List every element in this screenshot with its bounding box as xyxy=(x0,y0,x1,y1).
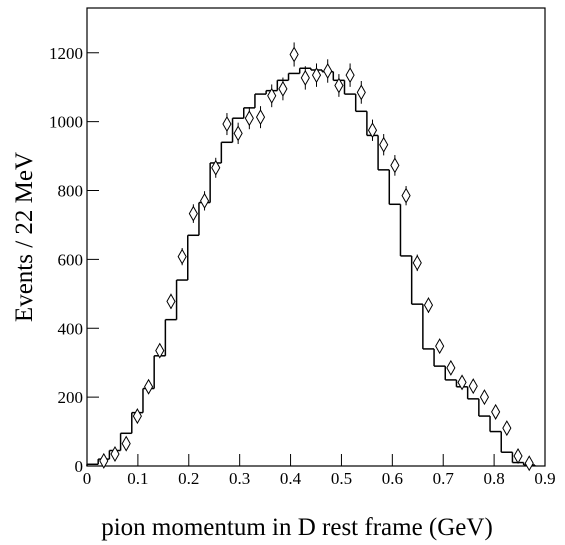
data-point xyxy=(121,435,131,452)
data-point xyxy=(110,445,120,462)
data-point xyxy=(244,110,254,127)
data-point xyxy=(233,125,243,142)
data-point xyxy=(311,67,322,84)
y-tick-label: 1000 xyxy=(49,113,83,132)
data-point xyxy=(435,338,445,355)
data-point xyxy=(390,157,400,174)
data-point xyxy=(423,297,434,314)
plot-frame xyxy=(86,7,546,467)
data-point xyxy=(222,116,232,133)
y-tick-label: 0 xyxy=(75,457,84,476)
x-tick-label: 0.9 xyxy=(534,469,555,488)
x-tick-label: 0.4 xyxy=(280,469,302,488)
data-point xyxy=(502,420,512,437)
data-point xyxy=(166,293,176,310)
data-point xyxy=(267,87,277,104)
data-point xyxy=(367,122,378,139)
x-tick-label: 0.2 xyxy=(178,469,199,488)
data-point xyxy=(199,192,210,209)
x-tick-label: 0 xyxy=(83,469,92,488)
data-point xyxy=(468,378,478,395)
x-tick-label: 0.1 xyxy=(127,469,148,488)
x-tick-label: 0.3 xyxy=(229,469,250,488)
x-tick-label: 0.5 xyxy=(331,469,352,488)
data-point xyxy=(401,187,411,204)
data-point xyxy=(99,452,109,469)
data-point xyxy=(300,69,310,86)
data-point xyxy=(289,46,299,63)
data-point xyxy=(345,67,355,84)
y-tick-label: 200 xyxy=(58,388,84,407)
y-tick-label: 600 xyxy=(58,250,84,269)
data-point xyxy=(323,63,333,80)
data-point xyxy=(457,374,467,391)
data-point xyxy=(144,378,154,395)
data-point xyxy=(188,205,198,222)
data-point xyxy=(446,359,456,376)
y-axis-label: Events / 22 MeV xyxy=(11,152,38,322)
x-axis-label: pion momentum in D rest frame (GeV) xyxy=(101,514,493,541)
data-point xyxy=(255,109,266,126)
x-tick-label: 0.7 xyxy=(433,469,455,488)
x-tick-label: 0.6 xyxy=(382,469,403,488)
data-point xyxy=(177,248,187,265)
data-point xyxy=(132,408,142,425)
data-point xyxy=(211,159,221,176)
y-tick-label: 400 xyxy=(58,319,84,338)
data-point xyxy=(278,80,288,97)
data-point xyxy=(334,77,344,94)
x-tick-label: 0.8 xyxy=(483,469,504,488)
data-point xyxy=(491,403,501,420)
data-point xyxy=(356,84,366,101)
data-point xyxy=(155,342,165,359)
y-tick-label: 800 xyxy=(58,182,84,201)
data-point xyxy=(513,448,523,465)
data-point xyxy=(524,455,534,472)
y-tick-label: 1200 xyxy=(49,44,83,63)
data-point xyxy=(479,389,490,406)
data-point xyxy=(379,136,389,153)
data-point xyxy=(412,254,422,271)
